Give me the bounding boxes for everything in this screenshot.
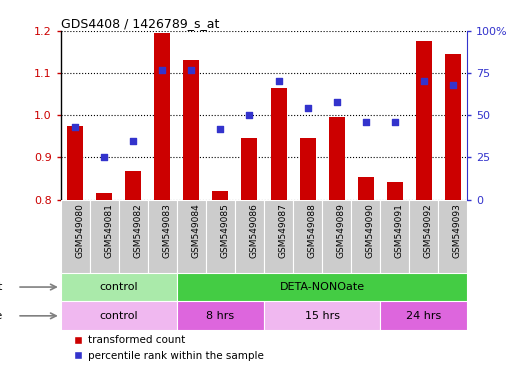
Bar [357,177,374,200]
Bar [96,193,112,200]
Bar [322,200,351,273]
Point [245,112,254,118]
Bar [119,200,148,273]
Point [449,82,457,88]
Bar [380,200,409,273]
Bar [380,301,467,330]
Text: control: control [99,311,138,321]
Bar [177,273,467,301]
Point [420,78,428,84]
Text: GSM549086: GSM549086 [250,204,259,258]
Bar [416,41,432,200]
Bar [299,138,316,200]
Bar [61,301,177,330]
Point [100,154,109,161]
Text: GSM549083: GSM549083 [163,204,172,258]
Point [391,119,399,125]
Bar [445,54,461,200]
Text: GSM549092: GSM549092 [424,204,433,258]
Bar [351,200,380,273]
Bar [177,200,206,273]
Text: GSM549085: GSM549085 [221,204,230,258]
Bar [409,200,438,273]
Bar [438,200,467,273]
Point [71,124,80,130]
Bar [264,200,293,273]
Bar [212,191,229,200]
Bar [264,301,380,330]
Text: 24 hrs: 24 hrs [406,311,441,321]
Bar [183,60,200,200]
Text: GSM549080: GSM549080 [76,204,84,258]
Point [275,78,283,84]
Text: GSM549084: GSM549084 [192,204,201,258]
Text: GSM549093: GSM549093 [453,204,462,258]
Text: GSM549081: GSM549081 [105,204,114,258]
Bar [293,200,322,273]
Bar [270,88,287,200]
Text: GDS4408 / 1426789_s_at: GDS4408 / 1426789_s_at [61,17,219,30]
Text: 15 hrs: 15 hrs [305,311,340,321]
Text: GSM549090: GSM549090 [365,204,375,258]
Bar [148,200,177,273]
Point [216,126,225,132]
Text: 8 hrs: 8 hrs [206,311,234,321]
Text: GSM549091: GSM549091 [395,204,404,258]
Text: time: time [0,311,3,321]
Bar [67,126,83,200]
Bar [241,138,258,200]
Legend: transformed count, percentile rank within the sample: transformed count, percentile rank withi… [74,336,263,361]
Bar [235,200,264,273]
Text: agent: agent [0,282,3,292]
Text: control: control [99,282,138,292]
Bar [154,33,171,200]
Text: DETA-NONOate: DETA-NONOate [279,282,365,292]
Text: GSM549088: GSM549088 [307,204,317,258]
Point [129,137,138,144]
Bar [61,273,177,301]
Text: GSM549089: GSM549089 [337,204,346,258]
Point [361,119,370,125]
Text: GSM549087: GSM549087 [279,204,288,258]
Point [333,99,341,105]
Text: GSM549082: GSM549082 [133,204,143,258]
Bar [125,171,142,200]
Bar [386,182,403,200]
Bar [61,200,90,273]
Bar [328,117,345,200]
Point [187,66,196,73]
Point [158,66,167,73]
Point [303,105,312,111]
Bar [90,200,119,273]
Bar [177,301,264,330]
Bar [206,200,235,273]
